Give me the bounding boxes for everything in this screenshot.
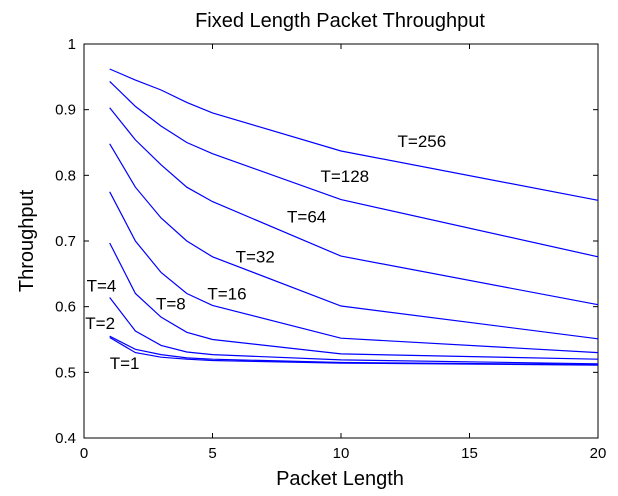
series-label-t2: T=2 <box>85 314 115 333</box>
series-label-t1: T=1 <box>110 354 140 373</box>
x-tick-label: 5 <box>208 445 216 462</box>
series-label-t32: T=32 <box>236 248 275 267</box>
series-line-t256 <box>109 68 599 201</box>
x-tick-label: 0 <box>80 445 88 462</box>
x-tick-label: 15 <box>461 445 478 462</box>
axis-ticks: 0 5 10 15 20 0.4 0.5 0.6 0.7 0.8 0.9 1 <box>55 36 606 462</box>
series-lines <box>109 68 599 366</box>
x-tick-label: 20 <box>590 445 607 462</box>
y-tick-label: 0.9 <box>55 102 76 119</box>
series-label-t128: T=128 <box>320 167 369 186</box>
y-tick-label: 0.7 <box>55 233 76 250</box>
series-line-t32 <box>109 143 599 340</box>
y-tick-label: 0.5 <box>55 364 76 381</box>
x-axis-label: Packet Length <box>276 468 404 490</box>
x-tick-label: 10 <box>333 445 350 462</box>
series-line-t2 <box>109 335 599 366</box>
series-label-t16: T=16 <box>207 284 246 303</box>
y-tick-label: 0.8 <box>55 167 76 184</box>
chart-title: Fixed Length Packet Throughput <box>195 10 485 32</box>
series-line-t1 <box>109 336 599 366</box>
series-line-t8 <box>109 242 599 360</box>
plot-area <box>83 43 599 439</box>
series-annotations: T=256 T=128 T=64 T=32 T=16 T=8 T=4 T=2 T=1 <box>85 132 446 373</box>
series-line-t16 <box>109 191 599 354</box>
series-label-t8: T=8 <box>156 294 186 313</box>
y-tick-label: 1 <box>68 36 76 53</box>
y-tick-label: 0.4 <box>55 430 76 447</box>
series-label-t4: T=4 <box>87 277 117 296</box>
series-line-t4 <box>109 297 599 365</box>
series-line-t128 <box>109 80 599 258</box>
series-label-t64: T=64 <box>287 208 326 227</box>
series-label-t256: T=256 <box>398 132 447 151</box>
y-tick-label: 0.6 <box>55 299 76 316</box>
y-axis-label: Throughput <box>16 189 38 292</box>
series-line-t64 <box>109 107 599 306</box>
